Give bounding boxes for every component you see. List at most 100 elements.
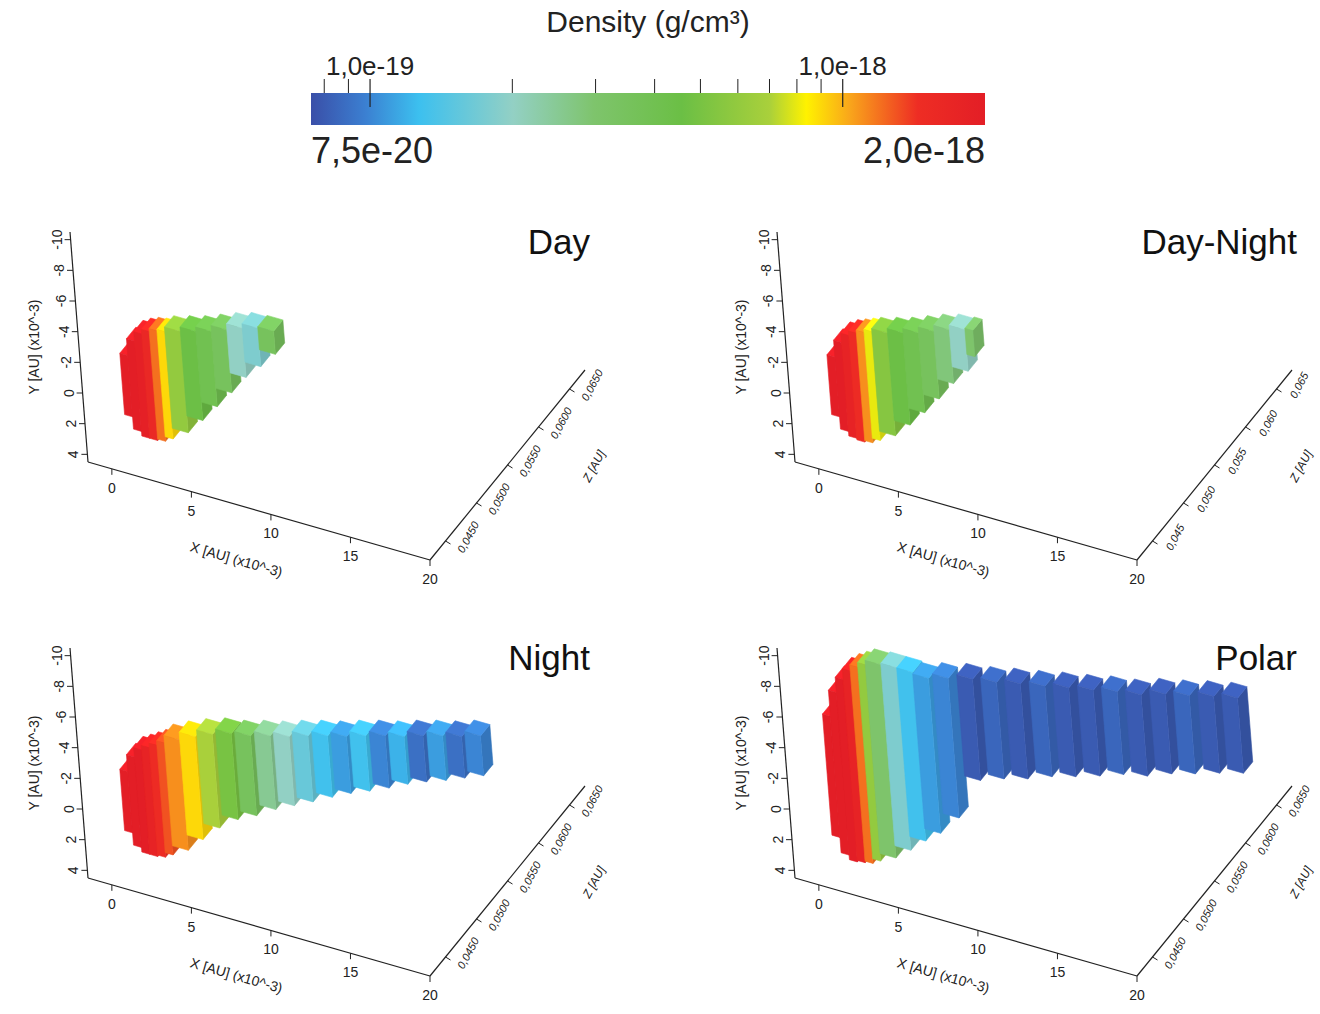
y-tick <box>69 717 75 718</box>
y-tick-label: -4 <box>56 741 72 754</box>
z-tick-label: 0,0450 <box>1162 935 1189 971</box>
y-tick <box>774 686 780 687</box>
y-tick-label: -2 <box>58 356 74 369</box>
z-tick <box>539 427 544 430</box>
x-tick <box>1137 560 1138 566</box>
y-tick <box>776 301 782 302</box>
z-tick-label: 0,0500 <box>486 481 513 517</box>
x-tick <box>977 514 978 520</box>
y-tick-label: -4 <box>56 325 72 338</box>
y-tick <box>781 362 787 363</box>
z-tick-label: 0,0600 <box>548 405 575 441</box>
y-axis-title: Y [AU] (x10^-3) <box>733 715 749 810</box>
voxel-front <box>369 731 389 788</box>
voxel-front <box>258 327 276 355</box>
voxel-front <box>292 731 313 801</box>
x-axis-line <box>88 878 430 976</box>
voxel-front <box>1004 679 1027 779</box>
x-tick <box>430 976 431 982</box>
colorbar-minor-tick <box>769 79 770 93</box>
y-tick-label: -8 <box>51 680 67 693</box>
z-tick <box>1215 881 1220 884</box>
x-tick-label: 0 <box>108 480 116 496</box>
y-tick-label: -6 <box>760 711 776 724</box>
x-tick-label: 5 <box>895 919 903 935</box>
z-tick <box>1153 541 1158 544</box>
voxel-front <box>350 731 370 791</box>
x-tick-label: 0 <box>108 896 116 912</box>
x-tick <box>191 908 192 914</box>
x-tick <box>818 469 819 475</box>
y-tick-label: 4 <box>65 450 81 458</box>
z-tick-label: 0,0450 <box>455 935 482 971</box>
voxel-front <box>235 731 257 815</box>
colorbar-minor-tick <box>512 79 513 93</box>
z-tick-label: 0,060 <box>1256 407 1280 438</box>
z-tick <box>508 881 513 884</box>
colorbar-title: Density (g/cm³) <box>546 5 749 38</box>
z-tick-label: 0,0650 <box>579 367 606 403</box>
y-tick <box>779 331 785 332</box>
z-tick-label: 0,055 <box>1225 445 1249 476</box>
y-tick-label: -8 <box>758 680 774 693</box>
x-tick-label: 15 <box>343 964 359 980</box>
y-tick <box>81 870 87 871</box>
y-tick-label: -6 <box>760 295 776 308</box>
x-tick-label: 10 <box>263 941 279 957</box>
x-tick <box>111 469 112 475</box>
plume <box>120 312 285 441</box>
z-axis-line <box>430 786 585 976</box>
x-tick <box>350 953 351 959</box>
z-axis-title: Z [AU] <box>579 447 608 485</box>
z-tick-label: 0,0550 <box>517 443 544 479</box>
z-tick <box>1277 805 1282 808</box>
voxel-front <box>427 731 446 780</box>
y-tick-label: 2 <box>63 836 79 844</box>
x-tick <box>270 514 271 520</box>
y-tick <box>779 747 785 748</box>
x-tick <box>350 537 351 543</box>
y-tick <box>77 809 83 810</box>
x-tick-label: 15 <box>1050 548 1066 564</box>
y-tick-label: -2 <box>765 772 781 785</box>
x-tick-label: 20 <box>1129 571 1145 587</box>
y-tick-label: -6 <box>53 711 69 724</box>
z-tick <box>446 541 451 544</box>
y-tick-label: 2 <box>770 836 786 844</box>
z-tick <box>1184 503 1189 506</box>
voxel-front <box>465 731 484 775</box>
x-tick-label: 5 <box>188 919 196 935</box>
voxel-top <box>965 317 982 331</box>
voxel-front <box>388 732 408 784</box>
x-tick <box>898 492 899 498</box>
y-tick-label: 0 <box>768 389 784 397</box>
y-tick <box>784 393 790 394</box>
voxel-front <box>1029 682 1052 777</box>
x-tick <box>270 930 271 936</box>
voxel-front <box>957 675 981 781</box>
y-tick-label: -10 <box>756 229 772 249</box>
colorbar-bar <box>311 93 985 125</box>
x-tick-label: 10 <box>263 525 279 541</box>
y-tick <box>788 454 794 455</box>
panel: 05101520-10-8-6-4-20240,0450,0500,0550,0… <box>733 222 1315 587</box>
colorbar-tick-label: 1,0e-19 <box>326 51 414 81</box>
y-tick-label: 2 <box>63 420 79 428</box>
x-tick <box>818 885 819 891</box>
colorbar: Density (g/cm³)1,0e-191,0e-187,5e-202,0e… <box>311 5 985 171</box>
colorbar-tick <box>369 79 370 107</box>
x-tick-label: 15 <box>343 548 359 564</box>
y-tick-label: -10 <box>49 645 65 665</box>
x-tick-label: 0 <box>815 480 823 496</box>
y-tick-label: -10 <box>756 645 772 665</box>
z-axis-title: Z [AU] <box>1286 863 1315 901</box>
x-tick-label: 20 <box>422 987 438 1003</box>
z-tick-label: 0,0500 <box>1193 897 1220 933</box>
y-tick <box>772 655 778 656</box>
y-tick <box>69 301 75 302</box>
voxel-front <box>1101 687 1123 774</box>
y-tick <box>77 393 83 394</box>
z-axis-title: Z [AU] <box>579 863 608 901</box>
z-tick <box>570 805 575 808</box>
colorbar-minor-tick <box>348 79 349 93</box>
